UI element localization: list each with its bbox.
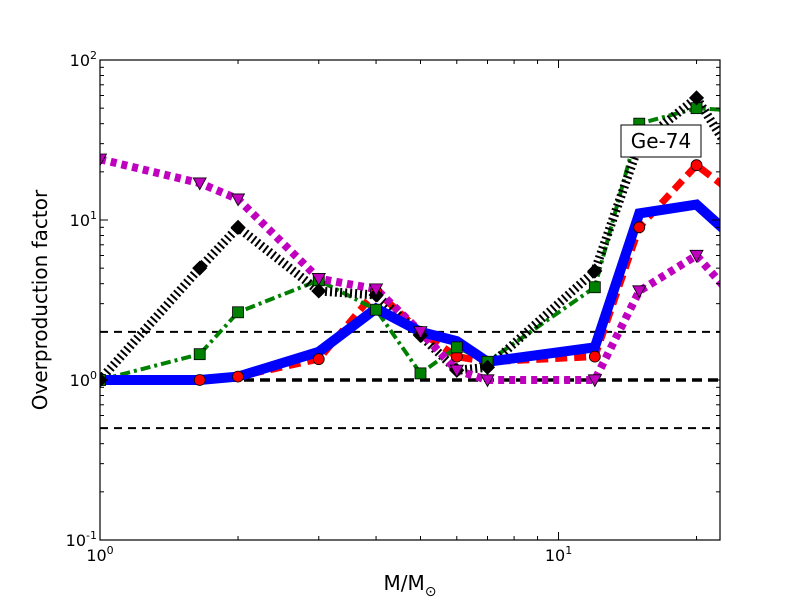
- data-point-s3-6: [449, 364, 464, 378]
- y-tick-label-0-base: 10: [70, 371, 90, 390]
- x-axis-label-sub: ⊙: [425, 584, 437, 600]
- data-point-s3-1: [192, 177, 207, 191]
- data-point-s3-10: [689, 249, 704, 263]
- data-point-s0-10: [690, 159, 703, 172]
- y-tick-label-0-exp: 0: [90, 369, 97, 382]
- y-tick-label-0: 100: [70, 369, 97, 390]
- y-axis-label: Overproduction factor: [28, 189, 52, 410]
- y-tick-label-1-base: 10: [70, 211, 90, 230]
- x-tick-label-1-exp: 1: [565, 544, 572, 557]
- annotation-frame: [620, 124, 702, 158]
- x-axis-label: M/M⊙: [384, 571, 437, 600]
- data-point-s2-1: [192, 260, 208, 276]
- data-point-s3-4: [368, 283, 384, 297]
- data-point-s3-9: [632, 285, 647, 299]
- tick-marks: [99, 59, 720, 541]
- data-point-s3-8: [587, 374, 603, 388]
- y-tick-label--1-base: 10: [66, 531, 86, 550]
- x-axis-label-main: M/M: [384, 571, 425, 595]
- series-line-2: [100, 91, 720, 383]
- data-point-s3-7: [480, 374, 495, 388]
- data-point-s2-3: [311, 283, 327, 299]
- data-point-s1-6: [450, 341, 463, 354]
- data-point-s1-1: [193, 348, 206, 361]
- series-line-1: [100, 106, 720, 382]
- annotation-box: Ge-74: [620, 124, 702, 158]
- data-point-s3-2: [230, 193, 246, 207]
- data-point-s2-10: [688, 90, 705, 106]
- series-group: [100, 91, 720, 385]
- data-point-s1-5: [414, 367, 427, 380]
- x-tick-label-0-base: 10: [86, 546, 106, 565]
- data-point-s0-3: [312, 353, 325, 366]
- data-point-s2-2: [230, 219, 246, 235]
- y-tick-label-2: 102: [70, 49, 97, 70]
- data-point-s0-1: [193, 374, 206, 386]
- x-tick-label-0-exp: 0: [107, 544, 114, 557]
- series-line-4: [100, 199, 720, 385]
- data-point-s0-8: [588, 350, 601, 363]
- data-point-s1-2: [232, 306, 244, 319]
- y-tick-label-2-base: 10: [70, 51, 90, 70]
- data-point-s2-7: [479, 359, 496, 375]
- data-point-s3-5: [413, 326, 428, 340]
- data-point-s1-8: [588, 281, 601, 294]
- data-point-s0-2: [232, 370, 244, 383]
- y-tick-label-2-exp: 2: [90, 49, 97, 62]
- annotation-label: Ge-74: [631, 129, 691, 153]
- y-tick-label-1-exp: 1: [90, 209, 97, 222]
- x-tick-label-1: 101: [545, 544, 572, 565]
- data-point-s3-0: [100, 153, 108, 167]
- axes-frame: [99, 59, 721, 541]
- data-point-s2-8: [587, 263, 603, 279]
- data-point-s1-4: [370, 303, 382, 316]
- series-line-3: [100, 155, 720, 384]
- data-point-s3-3: [311, 273, 326, 286]
- data-point-s0-9: [633, 221, 646, 234]
- x-tick-label-0: 100: [86, 544, 113, 565]
- x-tick-label-1-base: 10: [545, 546, 565, 565]
- y-tick-label--1-exp: -1: [86, 529, 97, 542]
- y-tick-label-1: 101: [70, 209, 97, 230]
- y-tick-label--1: 10-1: [66, 529, 97, 550]
